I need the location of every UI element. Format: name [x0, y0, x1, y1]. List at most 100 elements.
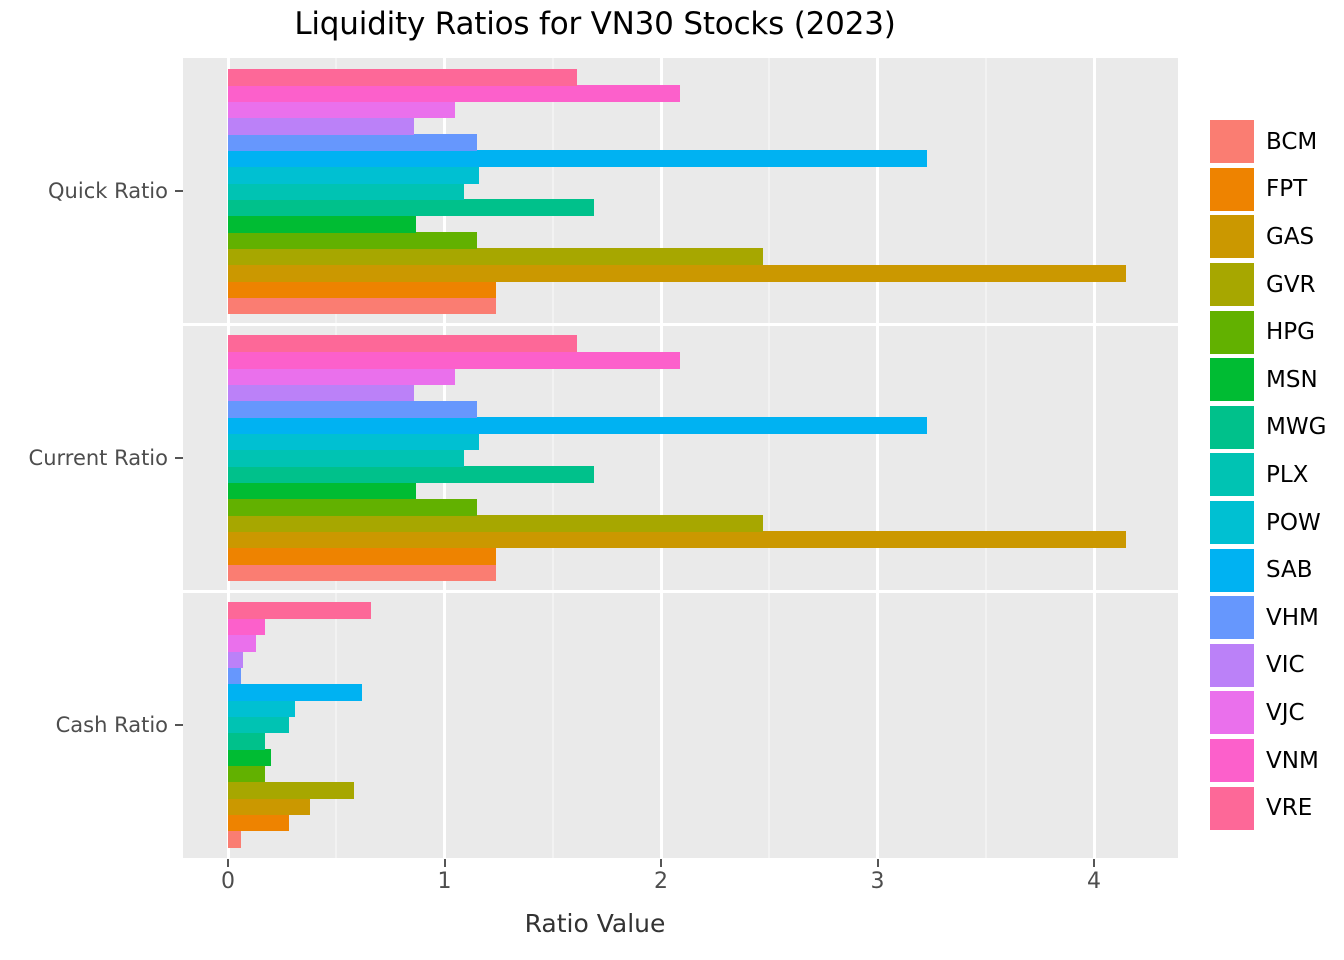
legend-item-gvr[interactable]: GVR	[1210, 261, 1344, 309]
bar-bcm-current-ratio	[228, 563, 497, 581]
bar-mwg-quick-ratio	[228, 199, 594, 217]
legend-item-gas[interactable]: GAS	[1210, 213, 1344, 261]
legend-item-sab[interactable]: SAB	[1210, 546, 1344, 594]
bar-vjc-cash-ratio	[228, 634, 257, 652]
plot-area	[183, 58, 1178, 858]
legend-item-vnm[interactable]: VNM	[1210, 737, 1344, 785]
y-tick-label-cash-ratio: Cash Ratio	[55, 712, 168, 737]
bar-hpg-quick-ratio	[228, 231, 477, 249]
x-axis-label: Ratio Value	[524, 909, 666, 938]
bar-msn-current-ratio	[228, 482, 417, 500]
legend-swatch-vjc	[1210, 691, 1254, 735]
legend-item-bcm[interactable]: BCM	[1210, 118, 1344, 166]
bar-gas-quick-ratio	[228, 264, 1127, 282]
legend-item-vic[interactable]: VIC	[1210, 642, 1344, 690]
bar-vjc-current-ratio	[228, 367, 456, 385]
y-tick-label-quick-ratio: Quick Ratio	[48, 179, 168, 204]
legend-item-vre[interactable]: VRE	[1210, 784, 1344, 832]
bar-vic-cash-ratio	[228, 650, 244, 668]
legend-swatch-vnm	[1210, 739, 1254, 783]
bar-fpt-current-ratio	[228, 547, 497, 565]
legend-swatch-vic	[1210, 643, 1254, 687]
y-tick-label-current-ratio: Current Ratio	[28, 446, 168, 470]
bar-gvr-quick-ratio	[228, 248, 763, 266]
bar-sab-quick-ratio	[228, 150, 928, 168]
bar-vnm-cash-ratio	[228, 618, 265, 636]
legend-item-msn[interactable]: MSN	[1210, 356, 1344, 404]
x-gridline	[1092, 58, 1096, 858]
x-tick	[876, 859, 879, 867]
bar-msn-quick-ratio	[228, 215, 417, 233]
legend-label: VHM	[1266, 604, 1319, 631]
bar-sab-cash-ratio	[228, 683, 363, 701]
legend-item-vjc[interactable]: VJC	[1210, 689, 1344, 737]
bar-vhm-quick-ratio	[228, 133, 477, 151]
bar-plx-cash-ratio	[228, 716, 289, 734]
legend-label: VRE	[1266, 795, 1313, 822]
bar-pow-quick-ratio	[228, 166, 480, 184]
bar-vnm-current-ratio	[228, 351, 681, 369]
bar-plx-current-ratio	[228, 449, 464, 467]
legend-swatch-msn	[1210, 358, 1254, 402]
bar-bcm-quick-ratio	[228, 297, 497, 315]
y-tick	[175, 457, 183, 459]
x-tick-label: 2	[654, 869, 668, 894]
bar-sab-current-ratio	[228, 416, 928, 434]
legend-item-plx[interactable]: PLX	[1210, 451, 1344, 499]
legend-label: VJC	[1266, 699, 1305, 726]
legend-swatch-gvr	[1210, 263, 1254, 307]
legend-item-fpt[interactable]: FPT	[1210, 166, 1344, 214]
x-gridline	[984, 58, 987, 858]
x-tick	[1093, 859, 1095, 867]
legend-item-pow[interactable]: POW	[1210, 499, 1344, 547]
legend-swatch-vre	[1210, 786, 1254, 830]
bar-vjc-quick-ratio	[228, 101, 456, 119]
x-tick	[443, 859, 446, 867]
x-tick-label: 0	[221, 869, 235, 894]
bar-msn-cash-ratio	[228, 748, 272, 766]
bar-gvr-current-ratio	[228, 514, 763, 532]
bar-vre-current-ratio	[228, 335, 577, 353]
x-gridline	[659, 58, 663, 858]
x-tick	[660, 859, 662, 867]
bar-fpt-cash-ratio	[228, 814, 289, 832]
x-tick	[227, 859, 229, 867]
bar-vre-cash-ratio	[228, 601, 371, 619]
chart-title: Liquidity Ratios for VN30 Stocks (2023)	[294, 6, 896, 42]
y-gridline	[183, 323, 1178, 327]
bar-vic-quick-ratio	[228, 117, 415, 135]
y-tick	[175, 190, 183, 193]
legend: BCM FPT GAS GVR HPG MSN MWG PLX POW SAB VHM VIC VJC V…	[1210, 118, 1344, 832]
legend-item-hpg[interactable]: HPG	[1210, 308, 1344, 356]
legend-swatch-bcm	[1210, 120, 1254, 164]
bar-gas-cash-ratio	[228, 797, 311, 815]
x-gridline	[876, 58, 879, 858]
legend-label: BCM	[1266, 128, 1318, 155]
legend-label: SAB	[1266, 557, 1313, 584]
bar-hpg-cash-ratio	[228, 765, 265, 783]
legend-label: MWG	[1266, 414, 1327, 441]
legend-label: GAS	[1266, 223, 1315, 250]
y-tick	[175, 723, 183, 726]
legend-label: POW	[1266, 509, 1321, 536]
bar-gas-current-ratio	[228, 531, 1127, 549]
legend-swatch-plx	[1210, 453, 1254, 497]
legend-label: VIC	[1266, 652, 1305, 679]
bar-plx-quick-ratio	[228, 182, 464, 200]
bar-pow-current-ratio	[228, 433, 480, 451]
legend-item-mwg[interactable]: MWG	[1210, 404, 1344, 452]
bar-bcm-cash-ratio	[228, 830, 241, 848]
bar-vnm-quick-ratio	[228, 84, 681, 102]
bar-hpg-current-ratio	[228, 498, 477, 516]
bar-mwg-cash-ratio	[228, 732, 265, 750]
x-gridline	[551, 58, 554, 858]
bar-vhm-current-ratio	[228, 400, 477, 418]
legend-swatch-vhm	[1210, 596, 1254, 640]
legend-swatch-fpt	[1210, 167, 1254, 211]
x-tick-label: 4	[1087, 869, 1101, 894]
legend-label: GVR	[1266, 271, 1316, 298]
bar-pow-cash-ratio	[228, 699, 296, 717]
legend-item-vhm[interactable]: VHM	[1210, 594, 1344, 642]
legend-label: PLX	[1266, 461, 1309, 488]
x-tick-label: 1	[437, 869, 452, 894]
